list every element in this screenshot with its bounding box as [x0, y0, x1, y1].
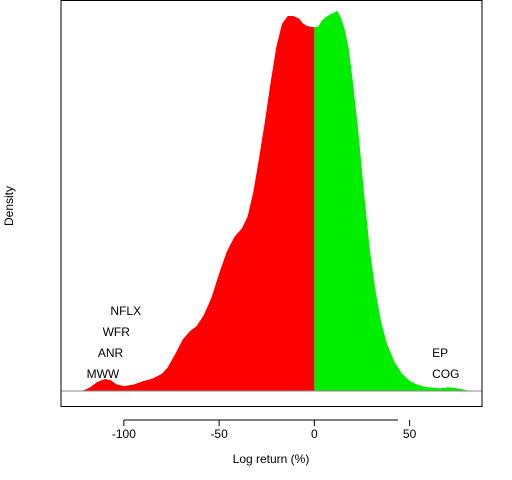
ticker-annotations: NFLX WFR ANR MWW EP COG [87, 304, 460, 381]
x-axis-label: Log return (%) [233, 452, 310, 466]
ticker-label: COG [432, 367, 459, 381]
plot-frame [60, 0, 483, 407]
x-axis: -100 -50 0 50 [112, 419, 417, 441]
x-tick-label: -100 [112, 427, 136, 441]
ticker-label: WFR [103, 325, 131, 339]
y-axis-label: Density [2, 186, 16, 226]
ticker-label: NFLX [110, 304, 141, 318]
ticker-label: ANR [98, 346, 124, 360]
density-areas [82, 10, 471, 392]
positive-return-area [314, 10, 471, 392]
ticker-label: MWW [87, 367, 120, 381]
ticker-label: EP [432, 346, 448, 360]
x-tick-label: -50 [210, 427, 228, 441]
x-tick-label: 0 [311, 427, 318, 441]
negative-return-area [82, 16, 315, 391]
x-tick-label: 50 [403, 427, 417, 441]
